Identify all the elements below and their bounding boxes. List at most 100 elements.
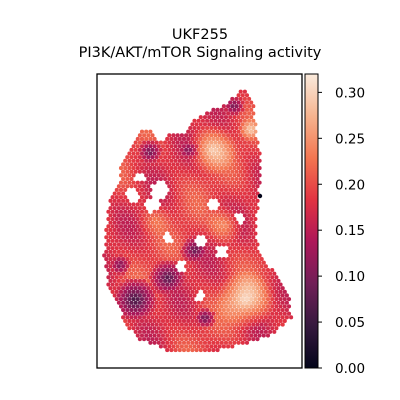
tissue-spot [253,136,258,142]
tissue-spot [265,275,271,280]
tissue-spot [190,173,195,178]
tissue-spot [236,289,241,294]
tissue-spot [251,278,256,283]
tissue-spot [205,249,210,254]
tissue-spot [230,227,235,233]
tissue-spot [184,271,189,276]
tissue-spot [200,271,205,276]
tissue-spot [244,93,250,98]
tissue-spot [242,206,247,211]
tissue-spot [165,289,170,294]
tissue-spot [181,326,187,331]
tissue-spot [209,307,214,313]
tissue-spot [123,202,128,207]
tissue-spot [158,198,163,203]
tissue-spot [230,271,235,276]
tissue-spot [244,289,250,294]
tissue-spot [186,224,191,229]
tissue-spot [192,322,197,327]
tissue-spot [209,133,214,138]
tissue-spot [215,267,220,273]
tissue-spot [175,133,180,138]
tissue-spot [192,293,197,298]
tissue-spot [129,271,134,276]
tissue-spot [223,107,229,112]
tissue-spot [118,231,124,236]
tissue-spot [200,344,205,349]
tissue-spot [150,271,155,276]
tissue-spot [236,136,241,142]
tissue-spot [223,187,229,192]
tissue-spot [175,147,180,152]
tissue-spot [242,235,247,240]
tissue-spot [110,289,115,294]
tissue-spot [213,286,218,291]
tissue-spot [215,209,220,214]
tissue-spot [219,231,224,236]
tissue-spot [175,286,180,291]
tissue-spot [148,289,153,294]
tissue-spot [175,315,180,320]
tissue-spot [167,337,172,342]
tissue-spot [221,227,226,233]
tissue-spot [110,209,115,214]
tissue-spot [244,297,250,302]
tissue-spot [251,227,256,233]
tissue-spot [148,238,153,243]
tissue-spot [219,216,224,222]
tissue-spot [169,340,174,345]
tissue-spot [238,278,243,283]
tissue-spot [114,275,119,280]
tissue-spot [192,198,197,203]
tissue-spot [121,162,126,167]
tissue-spot [181,144,187,149]
tissue-spot [244,209,250,214]
tissue-spot [240,326,245,331]
tissue-spot [200,176,205,182]
tissue-spot [194,282,199,287]
tissue-spot [280,322,285,327]
tissue-spot [188,278,193,283]
tissue-spot [135,267,140,273]
tissue-spot [146,220,151,225]
tissue-spot [184,278,189,283]
tissue-spot [163,315,168,320]
tissue-spot [190,267,195,273]
tissue-spot [188,169,193,174]
tissue-spot [156,144,161,149]
tissue-spot [133,264,138,269]
tissue-spot [194,311,199,316]
tissue-spot [116,213,121,218]
tissue-spot [121,220,126,225]
tissue-spot [184,315,189,320]
tissue-spot [251,271,256,276]
tissue-spot [184,198,189,203]
tissue-spot [167,191,172,196]
tissue-spot [276,278,281,283]
tissue-spot [219,282,224,287]
tissue-spot [202,187,208,192]
tissue-spot [211,348,216,353]
tissue-spot [133,249,138,254]
tissue-spot [169,136,174,142]
tissue-spot [171,278,176,283]
tissue-spot [232,289,237,294]
tissue-spot [169,166,174,171]
tissue-spot [152,209,157,214]
tissue-spot [240,289,245,294]
tissue-spot [173,304,178,309]
tissue-spot [184,133,189,138]
tissue-spot [156,231,161,236]
tissue-spot [242,249,247,254]
tissue-spot [173,333,178,338]
tissue-spot [156,340,161,345]
tissue-spot [226,104,231,109]
tissue-spot [188,206,193,211]
tissue-spot [247,337,252,342]
tissue-spot [131,216,136,222]
tissue-spot [148,246,153,251]
tissue-spot [137,162,142,167]
tissue-spot [139,158,145,163]
tissue-spot [118,282,124,287]
tissue-spot [217,344,222,349]
